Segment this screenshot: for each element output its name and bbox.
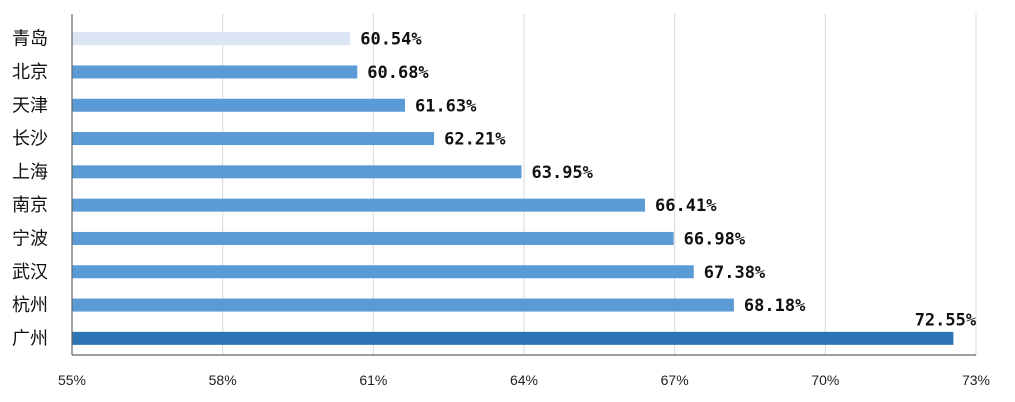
category-label-1: 青岛 [12,29,48,50]
x-tick-label-64: 64% [510,372,538,388]
data-label-5: 63.95% [531,163,593,183]
data-label-6: 66.41% [655,196,717,216]
bar-5 [72,165,522,179]
bar-8 [72,265,694,279]
tick-label-layer: 55% 58% 61% 64% 67% 70% 73% [58,372,990,388]
data-label-4: 62.21% [444,130,506,150]
x-tick-label-70: 70% [811,372,839,388]
category-label-8: 武汉 [12,262,48,283]
bar-3 [72,98,405,112]
data-label-10: 72.55% [915,310,977,330]
x-tick-label-61: 61% [359,372,387,388]
data-label-2: 60.68% [367,63,429,83]
category-label-9: 杭州 [12,295,48,316]
bar-4 [72,132,435,146]
bar-9 [72,298,734,312]
category-label-7: 宁波 [12,228,48,249]
category-label-6: 南京 [12,195,48,216]
bar-10 [72,331,954,345]
bar-layer [72,32,954,345]
x-tick-label-67: 67% [661,372,689,388]
data-label-7: 66.98% [684,229,746,249]
category-label-10: 广州 [12,328,48,349]
category-label-3: 天津 [12,95,48,116]
bar-7 [72,231,674,245]
x-tick-label-58: 58% [209,372,237,388]
x-tick-label-55: 55% [58,372,86,388]
axis-layer [71,14,976,356]
grid-layer [222,14,977,355]
bar-1 [72,32,351,46]
category-label-5: 上海 [12,162,48,183]
x-tick-label-73: 73% [962,372,990,388]
bar-6 [72,198,646,212]
data-label-1: 60.54% [360,30,422,50]
category-label-4: 长沙 [12,129,48,150]
data-label-3: 61.63% [415,96,477,116]
data-label-8: 67.38% [704,263,766,283]
value-label-layer: 60.54% 60.68% 61.63% 62.21% 63.95% 66.41% 66.9… [360,30,977,331]
data-label-9: 68.18% [744,296,806,316]
category-label-2: 北京 [12,62,48,83]
bar-2 [72,65,358,79]
